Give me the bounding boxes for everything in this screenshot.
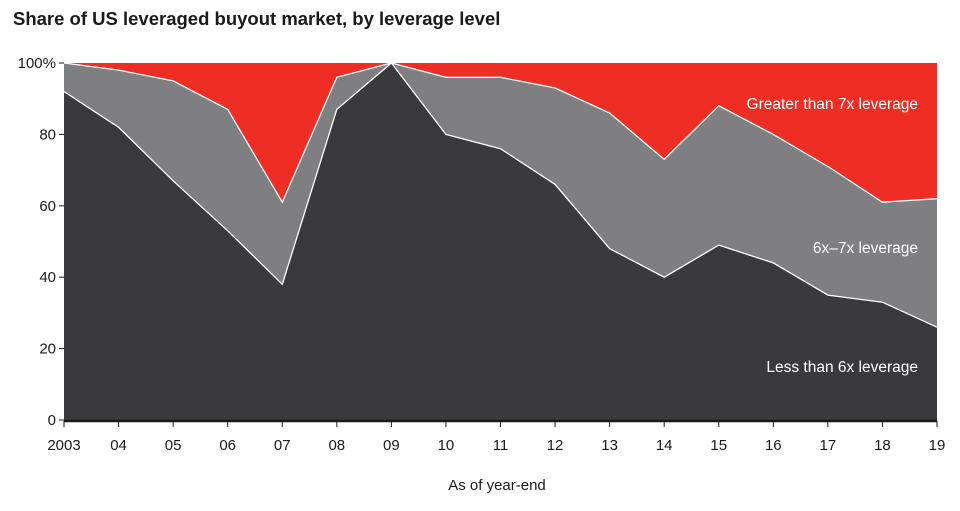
x-tick-label: 07 xyxy=(274,437,291,454)
x-tick-label: 12 xyxy=(547,437,564,454)
y-tick-label: 100% xyxy=(18,55,56,72)
area-greater-than-7x xyxy=(64,63,937,203)
y-axis: 0 20 40 60 80 100% xyxy=(18,55,64,429)
x-tick-label: 09 xyxy=(383,437,400,454)
boundary-lines xyxy=(63,62,938,328)
x-tick-label: 06 xyxy=(219,437,236,454)
label-6x-7x: 6x–7x leverage xyxy=(813,240,918,257)
x-tick-label: 10 xyxy=(438,437,455,454)
chart-title: Share of US leveraged buyout market, by … xyxy=(13,8,501,29)
x-tick-label: 17 xyxy=(820,437,837,454)
x-tick-label: 19 xyxy=(929,437,946,454)
series-labels: Less than 6x leverage 6x–7x leverage Great… xyxy=(747,96,918,376)
x-tick-label: 18 xyxy=(874,437,891,454)
y-tick-label: 20 xyxy=(39,341,56,358)
boundary-line-1 xyxy=(63,62,938,328)
y-tick-label: 40 xyxy=(39,269,56,286)
x-tick-label: 13 xyxy=(601,437,618,454)
boundary-line-2 xyxy=(63,62,938,204)
x-tick-label: 14 xyxy=(656,437,673,454)
y-tick-label: 80 xyxy=(39,126,56,143)
area-less-than-6x xyxy=(64,63,937,420)
x-tick-label: 11 xyxy=(493,437,509,454)
area-layer xyxy=(64,63,937,420)
y-tick-label: 0 xyxy=(48,412,56,429)
x-tick-label: 04 xyxy=(110,437,127,454)
y-tick-label: 60 xyxy=(39,198,56,215)
label-less-than-6x: Less than 6x leverage xyxy=(766,359,918,376)
x-tick-label: 15 xyxy=(710,437,727,454)
area-6x-7x xyxy=(64,63,937,328)
x-tick-label: 08 xyxy=(328,437,345,454)
x-tick-label: 05 xyxy=(165,437,182,454)
x-tick-label: 16 xyxy=(765,437,782,454)
x-axis: 2003 04 05 06 07 08 09 10 11 12 13 14 15 16 17 18 19 xyxy=(47,419,946,454)
x-tick-label: 2003 xyxy=(47,437,80,454)
label-greater-than-7x: Greater than 7x leverage xyxy=(747,96,918,113)
x-axis-label: As of year-end xyxy=(448,477,546,494)
